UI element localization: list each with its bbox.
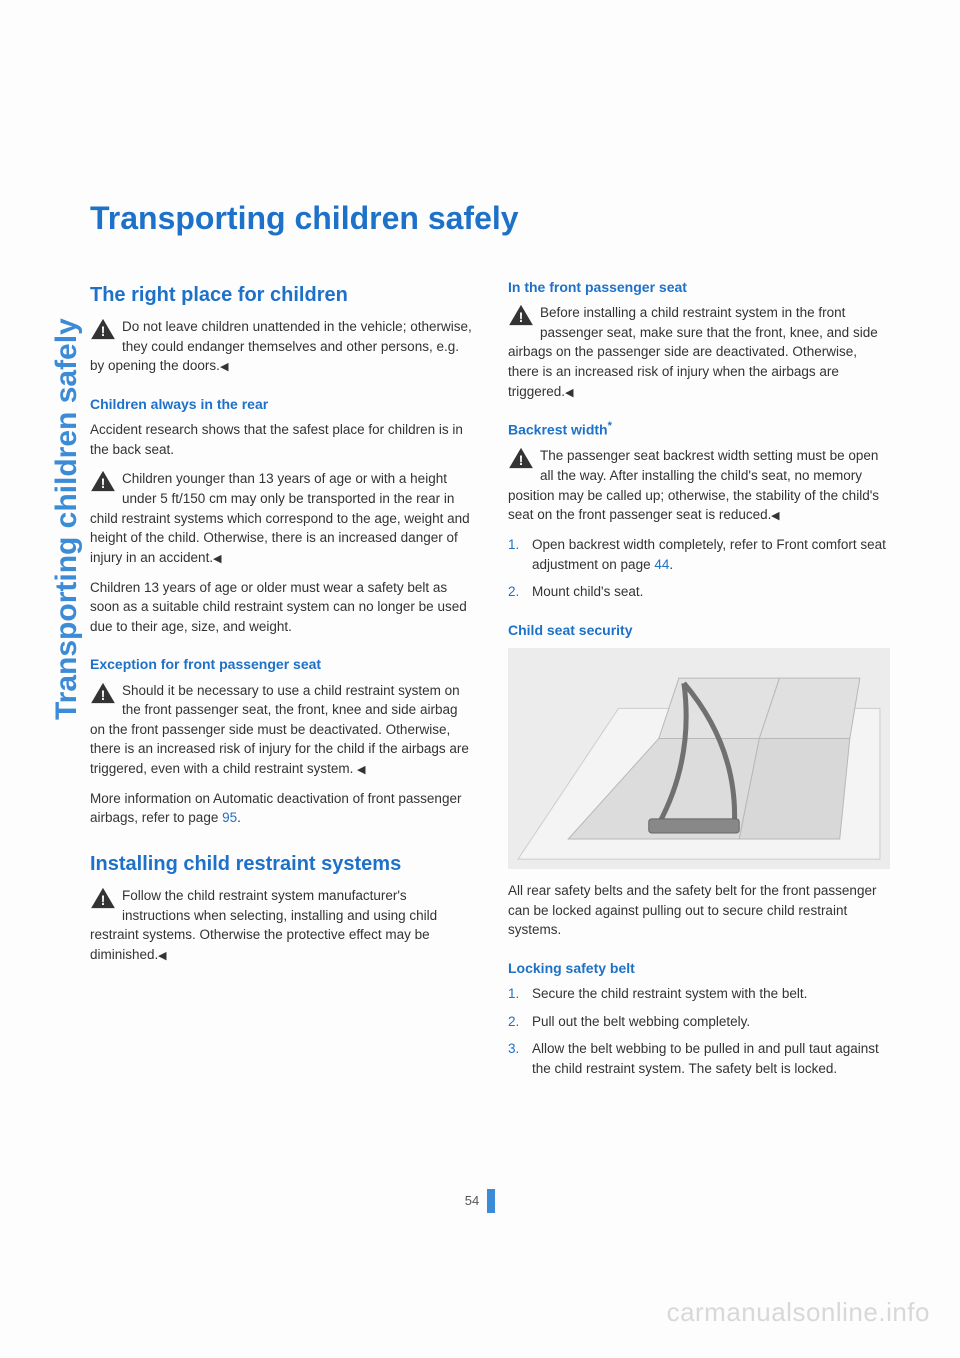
- warning-before-install: ! Before installing a child restraint sy…: [508, 303, 890, 401]
- sub-backrest-width: Backrest width*: [508, 419, 890, 440]
- para-belts-locked: All rear safety belts and the safety bel…: [508, 881, 890, 940]
- svg-text:!: !: [101, 476, 106, 491]
- warning-text: Follow the child restraint system manufa…: [90, 888, 437, 962]
- list-number: 1.: [508, 984, 519, 1004]
- svg-text:!: !: [101, 893, 106, 908]
- page-number-bar: [487, 1189, 495, 1213]
- list-item: 2. Mount child's seat.: [508, 582, 890, 602]
- column-right: In the front passenger seat ! Before ins…: [508, 277, 890, 1088]
- para-more-info: More information on Automatic deactivati…: [90, 789, 472, 828]
- end-mark-icon: ▶: [213, 552, 221, 568]
- list-backrest-steps: 1. Open backrest width completely, refer…: [508, 535, 890, 602]
- text-fragment: Open backrest width completely, refer to…: [532, 537, 886, 572]
- watermark: carmanualsonline.info: [667, 1297, 930, 1328]
- para-children-13: Children 13 years of age or older must w…: [90, 578, 472, 637]
- page-number-block: 54: [0, 1189, 960, 1213]
- list-number: 2.: [508, 1012, 519, 1032]
- warning-backrest: ! The passenger seat backrest width sett…: [508, 446, 890, 525]
- warning-icon: !: [90, 682, 116, 704]
- warning-text: Before installing a child restraint syst…: [508, 305, 878, 398]
- section-installing: Installing child restraint systems: [90, 852, 472, 876]
- page-content: Transporting children safely The right p…: [90, 200, 890, 1088]
- list-number: 1.: [508, 535, 519, 555]
- end-mark-icon: ▶: [220, 360, 228, 376]
- side-label: Transporting children safely: [50, 318, 84, 720]
- warning-text: The passenger seat backrest width settin…: [508, 448, 879, 522]
- sub-children-rear: Children always in the rear: [90, 394, 472, 414]
- svg-text:!: !: [519, 453, 524, 468]
- text-fragment: More information on Automatic deactivati…: [90, 791, 461, 826]
- page-link-95[interactable]: 95: [222, 810, 237, 825]
- warning-icon: !: [90, 470, 116, 492]
- page-number: 54: [465, 1193, 479, 1208]
- warning-unattended: ! Do not leave children unattended in th…: [90, 317, 472, 376]
- warning-text: Should it be necessary to use a child re…: [90, 683, 469, 776]
- sub-front-passenger: In the front passenger seat: [508, 277, 890, 297]
- warning-icon: !: [508, 304, 534, 326]
- warning-icon: !: [90, 887, 116, 909]
- svg-text:!: !: [101, 687, 106, 702]
- warning-icon: !: [508, 447, 534, 469]
- list-text: Secure the child restraint system with t…: [532, 986, 807, 1001]
- end-mark-icon: ▶: [771, 509, 779, 525]
- para-accident-research: Accident research shows that the safest …: [90, 420, 472, 459]
- sub-exception-front: Exception for front passenger seat: [90, 654, 472, 674]
- page-title: Transporting children safely: [90, 200, 890, 237]
- page-link-44[interactable]: 44: [654, 557, 669, 572]
- sub-label: Backrest width: [508, 422, 608, 438]
- text-fragment: .: [237, 810, 241, 825]
- warning-icon: !: [90, 318, 116, 340]
- end-mark-icon: ▶: [357, 763, 365, 779]
- column-left: The right place for children ! Do not le…: [90, 277, 472, 1088]
- warning-front-passenger: ! Should it be necessary to use a child …: [90, 681, 472, 779]
- two-column-layout: The right place for children ! Do not le…: [90, 277, 890, 1088]
- warning-text: Children younger than 13 years of age or…: [90, 471, 470, 564]
- list-item: 1. Open backrest width completely, refer…: [508, 535, 890, 574]
- end-mark-icon: ▶: [565, 386, 573, 402]
- sub-locking-belt: Locking safety belt: [508, 958, 890, 978]
- warning-text: Do not leave children unattended in the …: [90, 319, 472, 373]
- footnote-star: *: [608, 420, 612, 432]
- list-item: 1. Secure the child restraint system with…: [508, 984, 890, 1004]
- figure-seat-belt: [508, 648, 890, 869]
- list-text: Mount child's seat.: [532, 584, 643, 599]
- text-fragment: .: [669, 557, 673, 572]
- list-item: 2. Pull out the belt webbing completely.: [508, 1012, 890, 1032]
- svg-text:!: !: [519, 310, 524, 325]
- warning-under-13: ! Children younger than 13 years of age …: [90, 469, 472, 567]
- list-number: 2.: [508, 582, 519, 602]
- list-item: 3. Allow the belt webbing to be pulled in…: [508, 1039, 890, 1078]
- end-mark-icon: ▶: [158, 949, 166, 965]
- list-text: Pull out the belt webbing completely.: [532, 1014, 750, 1029]
- sub-child-seat-security: Child seat security: [508, 620, 890, 640]
- section-right-place: The right place for children: [90, 283, 472, 307]
- list-number: 3.: [508, 1039, 519, 1059]
- list-locking-steps: 1. Secure the child restraint system with…: [508, 984, 890, 1078]
- warning-manufacturer: ! Follow the child restraint system manu…: [90, 886, 472, 965]
- svg-text:!: !: [101, 324, 106, 339]
- list-text: Allow the belt webbing to be pulled in a…: [532, 1041, 879, 1076]
